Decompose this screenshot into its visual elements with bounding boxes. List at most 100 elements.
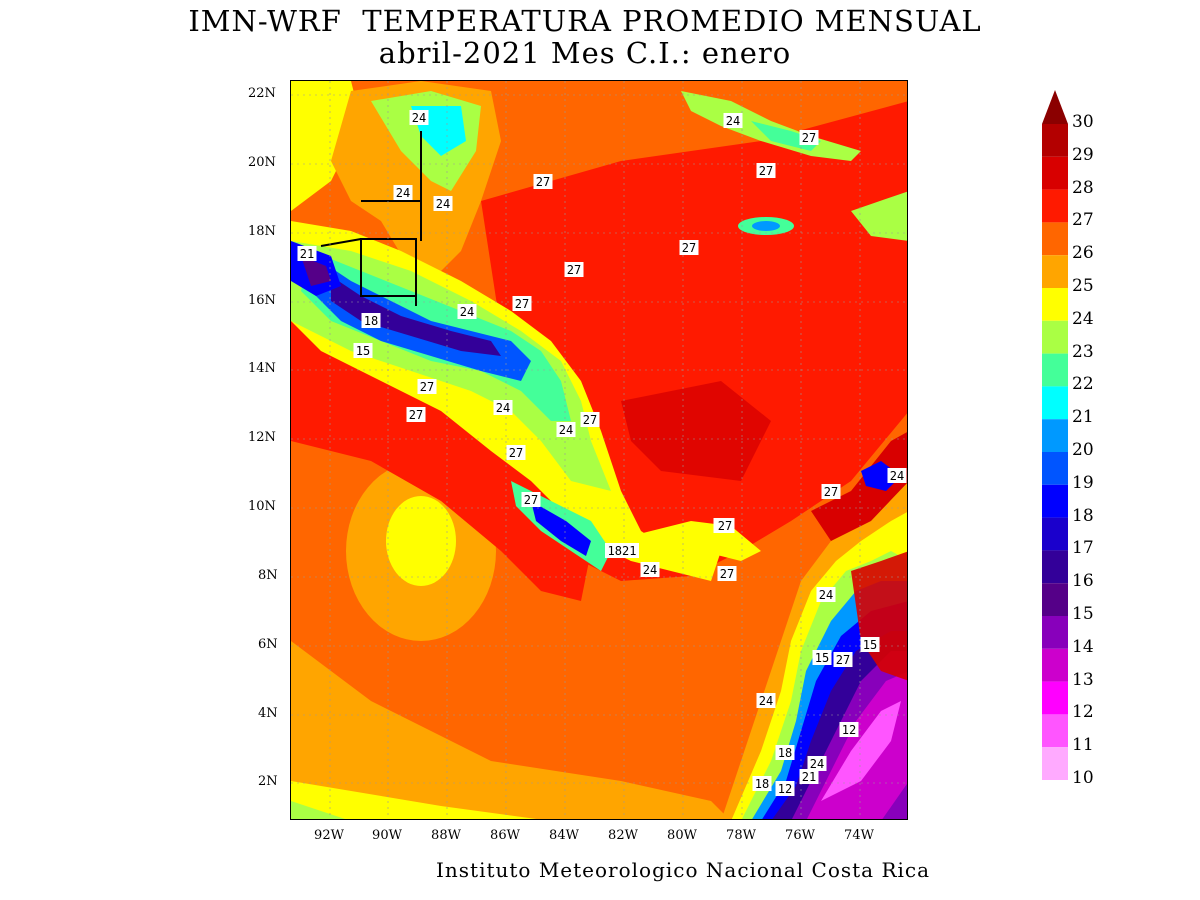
lat-label: 16N (248, 293, 276, 308)
contour-label: 27 (759, 164, 773, 178)
colorbar-level-label: 25 (1072, 276, 1094, 296)
contour-label-bg (799, 769, 819, 784)
colorbar-level-label: 21 (1072, 407, 1094, 428)
colorbar-level-label: 19 (1072, 472, 1094, 493)
colorbar-swatch (1042, 320, 1068, 354)
colorbar (1042, 90, 1068, 780)
contour-label-bg (393, 185, 413, 200)
contour-label-bg (533, 174, 553, 189)
colorbar-level-label: 26 (1072, 243, 1094, 264)
lon-label: 88W (431, 828, 461, 843)
contour-label: 27 (682, 241, 696, 255)
contour-label-bg (506, 445, 526, 460)
contour-label: 18 (364, 314, 378, 328)
lon-label: 82W (608, 828, 638, 843)
colorbar-level-label: 18 (1072, 505, 1094, 526)
lat-label: 2N (258, 774, 278, 789)
colorbar-swatch (1042, 517, 1068, 551)
contour-label-bg (756, 163, 776, 178)
contour-label-bg (417, 379, 437, 394)
contour-label-bg (605, 543, 639, 558)
contour-label: 27 (567, 263, 581, 277)
lon-label: 76W (785, 828, 815, 843)
lat-label: 6N (258, 637, 278, 652)
contour-label: 24 (759, 694, 773, 708)
contour-label-bg (775, 745, 795, 760)
lat-label: 14N (248, 361, 276, 376)
contour-label-bg (457, 304, 477, 319)
colorbar-swatch (1042, 222, 1068, 256)
colorbar-level-label: 17 (1072, 538, 1094, 559)
contour-label-bg (816, 587, 836, 602)
lon-label: 84W (549, 828, 579, 843)
contour-label-bg (556, 422, 576, 437)
map-subtitle: abril-2021 Mes C.I.: enero (378, 36, 792, 70)
contour-label: 15 (863, 638, 877, 652)
colorbar-swatch (1042, 550, 1068, 584)
contour-label: 18 (755, 777, 769, 791)
colorbar-level-label: 29 (1072, 144, 1094, 165)
contour-label: 24 (496, 401, 510, 415)
colorbar-swatch (1042, 353, 1068, 387)
colorbar-swatch (1042, 583, 1068, 616)
contour-label-bg (807, 756, 827, 771)
lat-label: 4N (258, 706, 278, 721)
colorbar-top-arrow (1042, 90, 1068, 124)
colorbar-level-label: 27 (1072, 210, 1094, 231)
contour-label: 12 (842, 723, 856, 737)
contour-label: 27 (836, 653, 850, 667)
colorbar-level-label: 11 (1072, 735, 1094, 756)
contour-label: 12 (778, 782, 792, 796)
contour-label: 24 (412, 111, 426, 125)
contour-label: 27 (515, 297, 529, 311)
colorbar-level-label: 24 (1072, 308, 1094, 329)
map-title: IMN-WRF TEMPERATURA PROMEDIO MENSUAL (188, 4, 982, 38)
colorbar-swatch (1042, 616, 1068, 649)
colorbar-swatch (1042, 419, 1068, 452)
credit-text: Instituto Meteorologico Nacional Costa R… (436, 858, 931, 882)
contour-label-bg (493, 400, 513, 415)
contour-label: 27 (524, 493, 538, 507)
contour-label-bg (521, 492, 541, 507)
contour-label: 24 (819, 588, 833, 602)
contour-label-bg (409, 110, 429, 125)
lon-label: 80W (667, 828, 697, 843)
colorbar-swatch (1042, 714, 1068, 748)
colorbar-swatch (1042, 255, 1068, 288)
colorbar-level-label: 12 (1072, 702, 1094, 723)
contour-label: 27 (720, 567, 734, 581)
contour-label: 27 (536, 175, 550, 189)
lat-label: 22N (248, 86, 276, 101)
contour-label: 24 (890, 469, 904, 483)
contour-label-bg (406, 407, 426, 422)
contour-label-bg (752, 776, 772, 791)
contour-label-bg (812, 650, 832, 665)
contour-label-bg (775, 781, 795, 796)
contour-label-bg (839, 722, 859, 737)
contour-label-bg (297, 246, 317, 261)
contour-label-bg (723, 113, 743, 128)
contour-label: 27 (420, 380, 434, 394)
lon-label: 92W (314, 828, 344, 843)
colorbar-level-label: 14 (1072, 636, 1094, 657)
colorbar-level-label: 23 (1072, 341, 1094, 362)
contour-label: 27 (802, 131, 816, 145)
colorbar-swatch (1042, 484, 1068, 518)
contour-label-bg (512, 296, 532, 311)
lat-label: 18N (248, 224, 276, 239)
lat-label: 20N (248, 155, 276, 170)
contour-label-bg (821, 484, 841, 499)
colorbar-swatch (1042, 189, 1068, 223)
contour-label-bg (361, 313, 381, 328)
contour-label-bg (799, 130, 819, 145)
lon-label: 90W (372, 828, 402, 843)
colorbar-level-label: 10 (1072, 768, 1094, 788)
contour-label: 21 (802, 770, 816, 784)
colorbar-swatch (1042, 124, 1068, 157)
colorbar-level-label: 15 (1072, 604, 1094, 624)
contour-label-bg (833, 652, 853, 667)
colorbar-swatch (1042, 452, 1068, 485)
contour-label-bg (756, 693, 776, 708)
contour-label: 24 (436, 197, 450, 211)
lon-label: 74W (844, 828, 874, 843)
